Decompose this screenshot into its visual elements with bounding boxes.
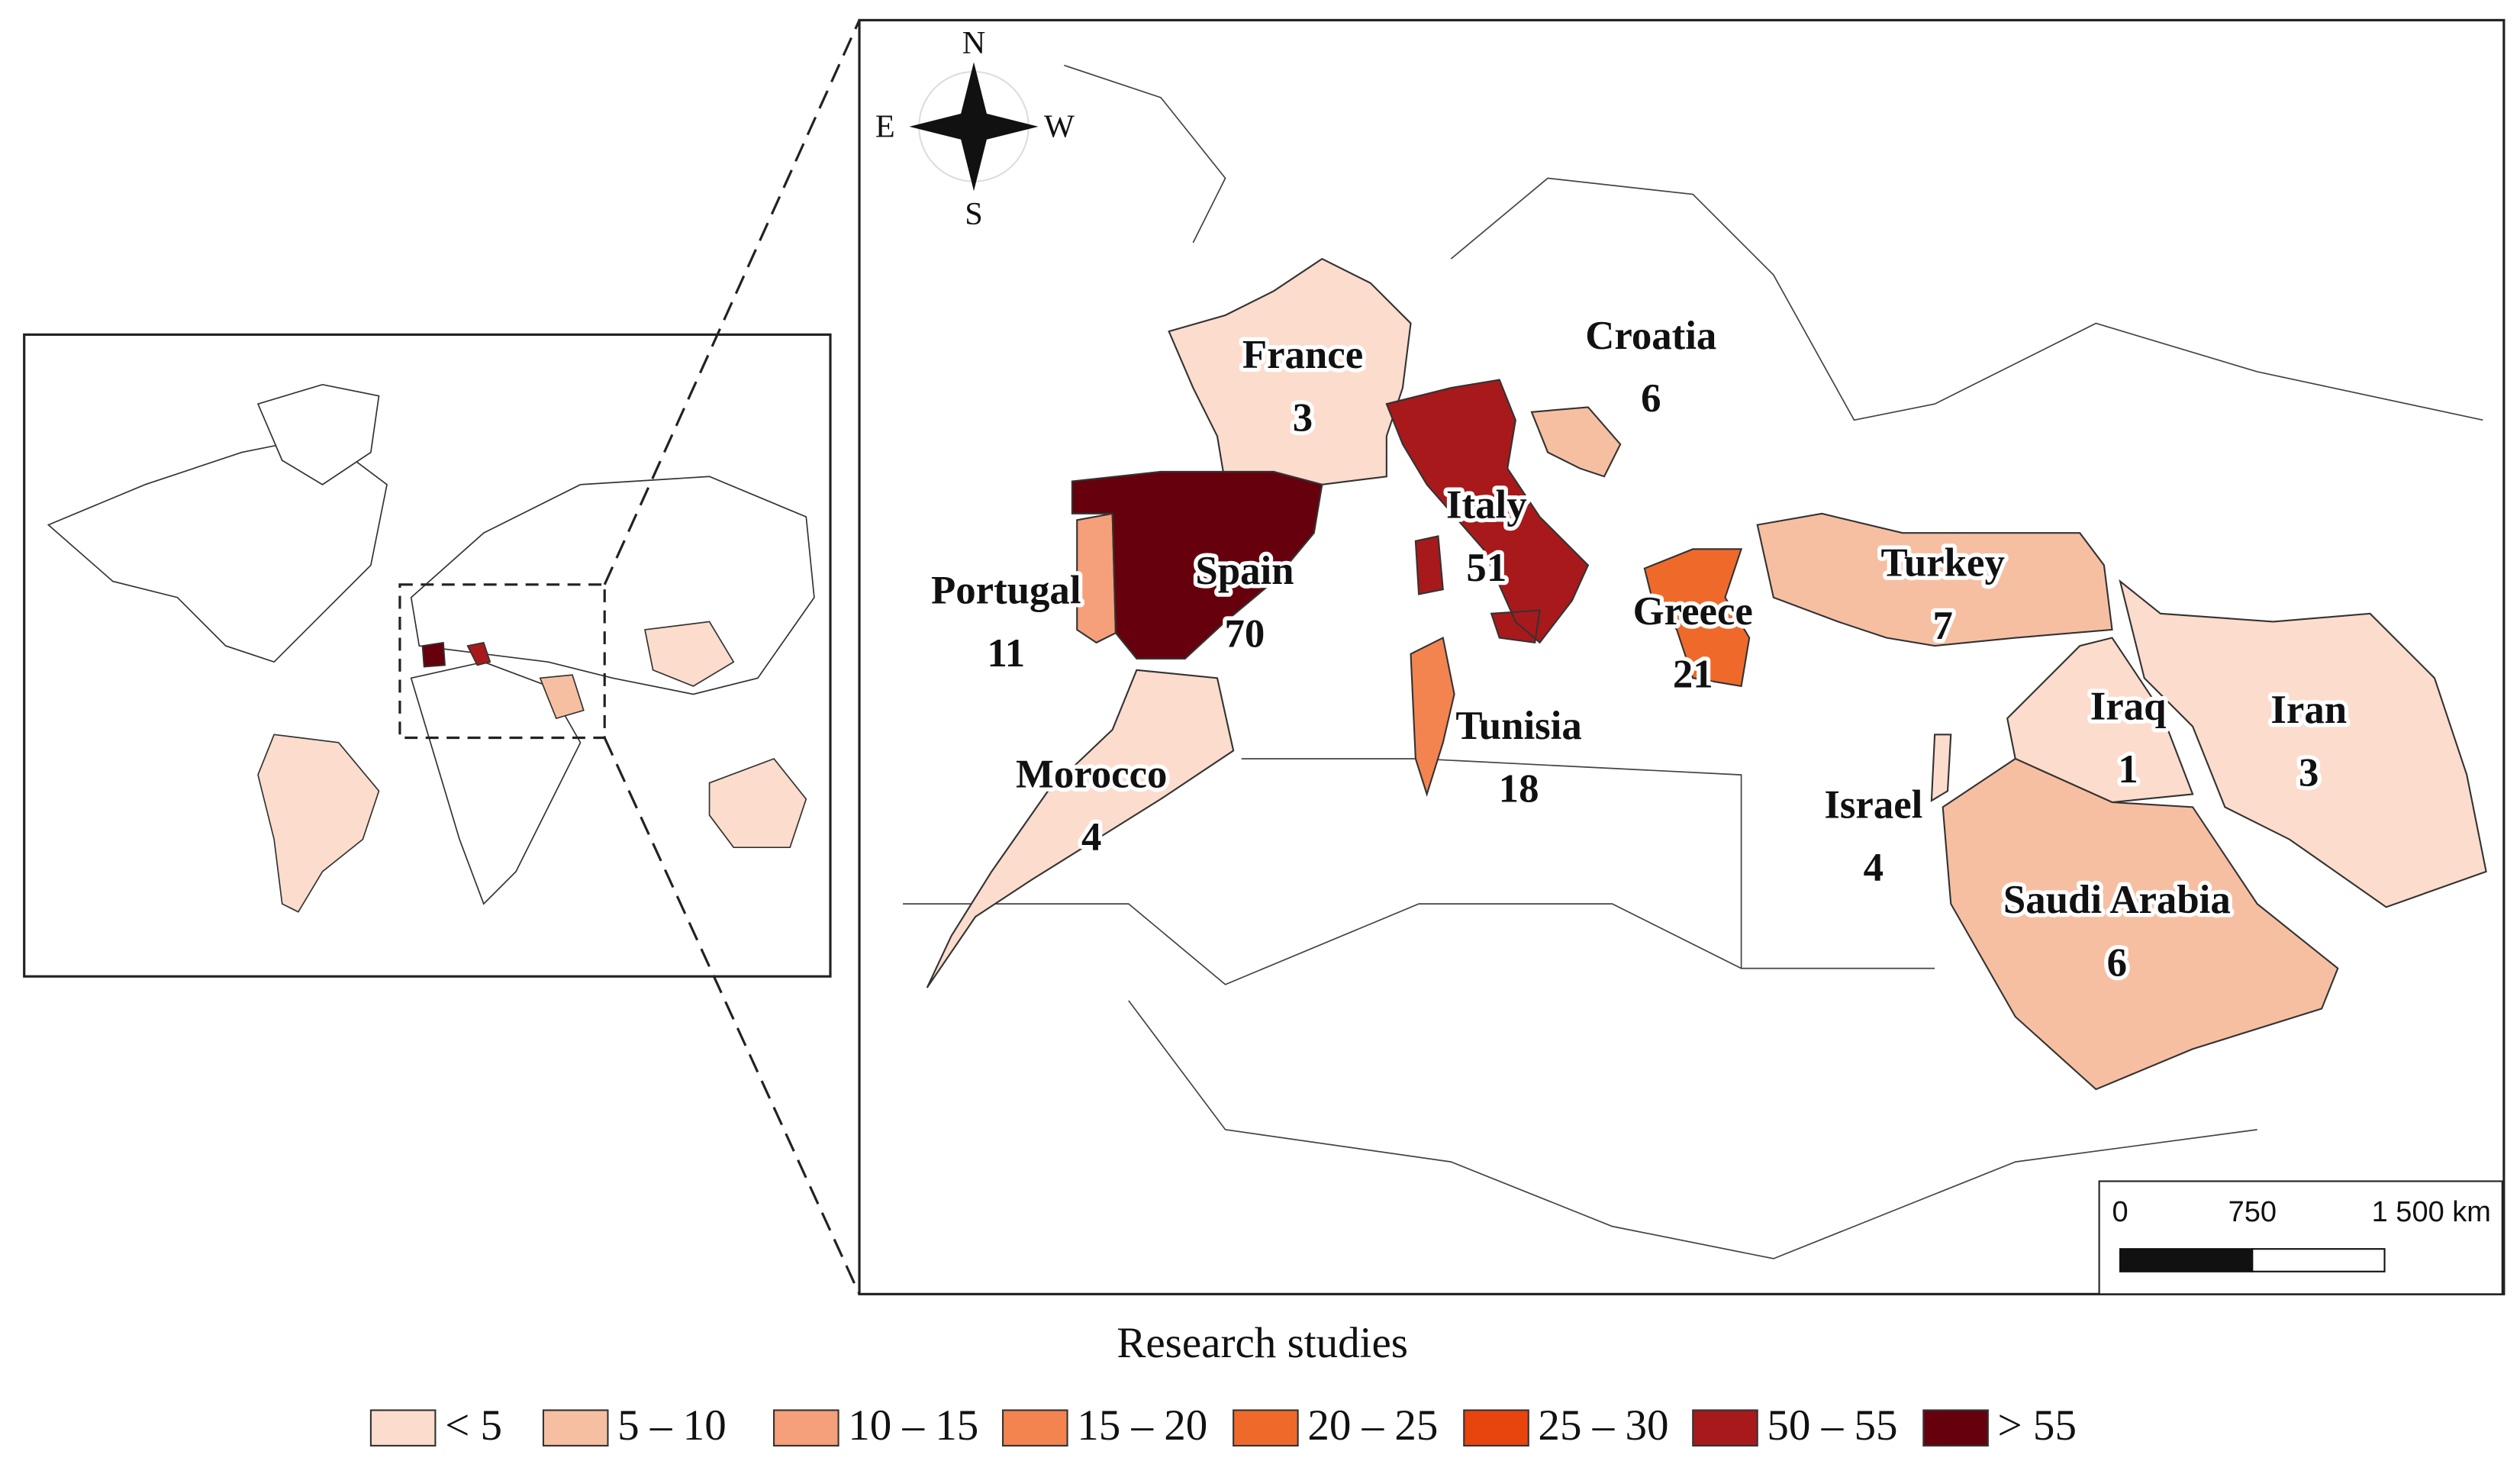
- compass-w: W: [1044, 109, 1075, 145]
- country-name: Spain: [1195, 549, 1294, 593]
- legend-label: 50 – 55: [1767, 1401, 1897, 1450]
- country-value: 4: [1864, 846, 1884, 890]
- border: [1128, 1000, 2257, 1259]
- country-name: Portugal: [931, 569, 1081, 613]
- country-name: Saudi Arabia: [2003, 878, 2231, 922]
- legend-swatch: [542, 1409, 609, 1446]
- legend-label: 10 – 15: [848, 1401, 978, 1450]
- scale-label: 0: [2112, 1196, 2128, 1228]
- country-value: 6: [2107, 941, 2127, 985]
- legend-swatch: [369, 1409, 437, 1446]
- country: [1168, 257, 1412, 485]
- legend-swatch: [1233, 1409, 1299, 1446]
- border: [1450, 177, 2483, 421]
- country: [1530, 406, 1622, 478]
- countries: [926, 257, 2487, 1091]
- country-name: Morocco: [1016, 752, 1167, 796]
- country-value: 4: [1081, 815, 1101, 860]
- zoom-line: [603, 19, 861, 585]
- australia: [708, 757, 807, 849]
- compass-n: N: [962, 25, 986, 61]
- north-america: [47, 435, 388, 663]
- compass: N S E W: [875, 25, 1075, 232]
- country: [2119, 579, 2487, 908]
- country-labels: France 3 Croatia 6 Italy 51 Portugal 11 Spain 70 G…: [927, 310, 2351, 989]
- country-name: Italy: [1446, 483, 1527, 527]
- compass-e: E: [875, 109, 895, 145]
- country: [1930, 734, 1952, 802]
- legend-label: > 55: [1998, 1401, 2077, 1450]
- country-name: Croatia: [1585, 314, 1716, 358]
- scale-bar: 0 750 1 500 km: [2098, 1180, 2503, 1295]
- country-value: 7: [1932, 604, 1952, 648]
- compass-s: S: [965, 196, 983, 232]
- scale-segment: [2119, 1248, 2254, 1272]
- country-value: 11: [987, 631, 1025, 676]
- legend-label: < 5: [445, 1401, 502, 1450]
- country-value: 3: [1293, 396, 1313, 440]
- legend-label: 15 – 20: [1077, 1401, 1207, 1450]
- legend-label: 20 – 25: [1307, 1401, 1438, 1450]
- scale-segment: [2251, 1248, 2386, 1272]
- coast: [1064, 64, 1226, 244]
- china: [644, 621, 735, 687]
- country-name: Turkey: [1881, 541, 2005, 585]
- country: [1942, 757, 2339, 1091]
- country-value: 18: [1499, 766, 1539, 811]
- south-america: [257, 734, 380, 913]
- greenland: [256, 383, 380, 485]
- saudi-small: [539, 674, 585, 720]
- country: [1643, 548, 1751, 688]
- italy-small: [466, 641, 491, 666]
- world-continents: [47, 383, 815, 913]
- country-value: 51: [1466, 546, 1507, 590]
- country: [1071, 470, 1323, 660]
- country-name: Tunisia: [1455, 704, 1581, 748]
- legend-swatch: [1001, 1409, 1068, 1446]
- compass-star: [909, 62, 1039, 192]
- country: [1385, 379, 1590, 644]
- country: [1410, 636, 1455, 797]
- country-name: Iraq: [2090, 685, 2167, 729]
- scale-label: 750: [2228, 1196, 2277, 1228]
- country-value: 21: [1673, 652, 1713, 696]
- country-value: 70: [1225, 612, 1265, 656]
- country-value: 3: [2299, 750, 2319, 795]
- scale-label: 1 500 km: [2372, 1196, 2491, 1228]
- legend-swatch: [772, 1409, 839, 1446]
- country-value: 6: [1641, 376, 1661, 421]
- scale-box: [2098, 1180, 2503, 1295]
- legend-swatch: [1922, 1409, 1989, 1446]
- country-value: 1: [2118, 747, 2138, 792]
- spain-small: [421, 641, 446, 668]
- legend-label: 25 – 30: [1538, 1401, 1668, 1450]
- legend-swatch: [1463, 1409, 1529, 1446]
- legend-swatch: [1692, 1409, 1758, 1446]
- country-name: Israel: [1824, 783, 1922, 827]
- background-borders: [903, 64, 2483, 1259]
- border: [1241, 758, 1742, 969]
- country: [1076, 512, 1117, 644]
- country-name: Greece: [1633, 589, 1753, 634]
- country: [926, 669, 1235, 989]
- country: [1756, 512, 2113, 647]
- zoom-box: [398, 583, 606, 740]
- country-name: France: [1242, 333, 1363, 377]
- country-name: Iran: [2270, 688, 2347, 732]
- africa: [410, 661, 582, 905]
- legend: < 5 5 – 10 10 – 15 15 – 20 20 – 25 25 – 30 50 …: [369, 1401, 2077, 1450]
- legend-label: 5 – 10: [617, 1401, 727, 1450]
- zoom-line: [603, 737, 861, 1295]
- legend-title: Research studies: [1117, 1319, 1408, 1367]
